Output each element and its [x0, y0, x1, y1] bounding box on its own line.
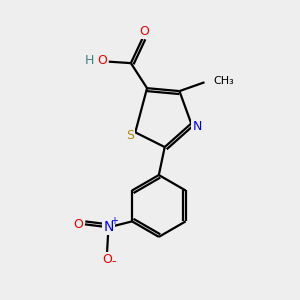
Text: H: H [85, 54, 94, 67]
Text: -: - [111, 255, 116, 268]
Text: O: O [98, 54, 107, 67]
Text: N: N [103, 220, 114, 234]
Text: O: O [102, 253, 112, 266]
Text: O: O [139, 25, 149, 38]
Text: N: N [192, 120, 202, 133]
Text: S: S [126, 129, 134, 142]
Text: CH₃: CH₃ [213, 76, 234, 86]
Text: O: O [74, 218, 83, 231]
Text: +: + [110, 216, 118, 226]
